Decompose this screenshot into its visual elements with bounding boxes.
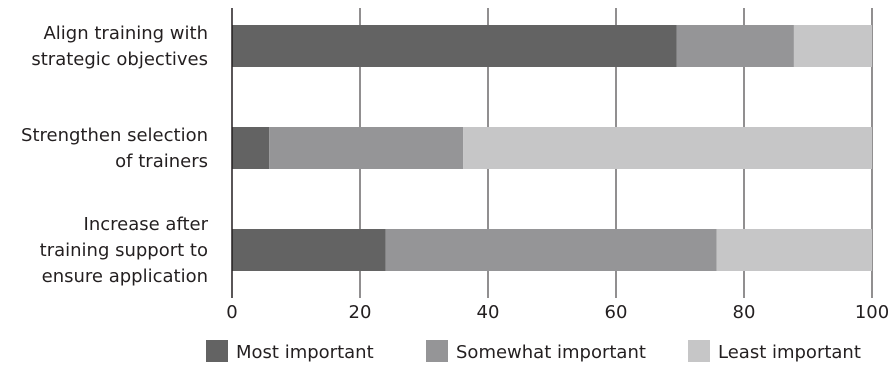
x-tick-label: 60 <box>605 302 628 323</box>
legend: Most important Somewhat important Least im… <box>206 340 861 363</box>
x-tick-labels: 0 20 40 60 80 100 <box>226 302 889 323</box>
legend-label: Somewhat important <box>456 342 646 363</box>
category-label: ensure application <box>42 266 208 287</box>
bar-segment-most-important <box>232 229 386 271</box>
bar-segment-least-important <box>793 25 872 67</box>
x-tick-label: 40 <box>477 302 500 323</box>
category-labels: Align training with strategic objectives S… <box>21 23 209 287</box>
category-label: of trainers <box>115 151 208 172</box>
x-tick-label: 100 <box>855 302 889 323</box>
category-label: Strengthen selection <box>21 125 208 146</box>
category-label: training support to <box>40 240 208 261</box>
legend-swatch <box>688 340 710 362</box>
bar-segment-somewhat-important <box>676 25 794 67</box>
bar-segment-most-important <box>232 25 677 67</box>
category-label: Align training with <box>43 23 208 44</box>
legend-swatch <box>426 340 448 362</box>
bar-segment-somewhat-important <box>269 127 464 169</box>
legend-label: Most important <box>236 342 374 363</box>
legend-swatch <box>206 340 228 362</box>
category-label: strategic objectives <box>31 49 208 70</box>
bar-segment-somewhat-important <box>385 229 717 271</box>
category-label: Increase after <box>84 214 209 235</box>
legend-label: Least important <box>718 342 861 363</box>
bar-segment-most-important <box>232 127 270 169</box>
bars <box>232 25 872 271</box>
bar-segment-least-important <box>463 127 872 169</box>
x-tick-label: 80 <box>733 302 756 323</box>
x-tick-label: 20 <box>349 302 372 323</box>
bar-segment-least-important <box>716 229 872 271</box>
x-tick-label: 0 <box>226 302 237 323</box>
